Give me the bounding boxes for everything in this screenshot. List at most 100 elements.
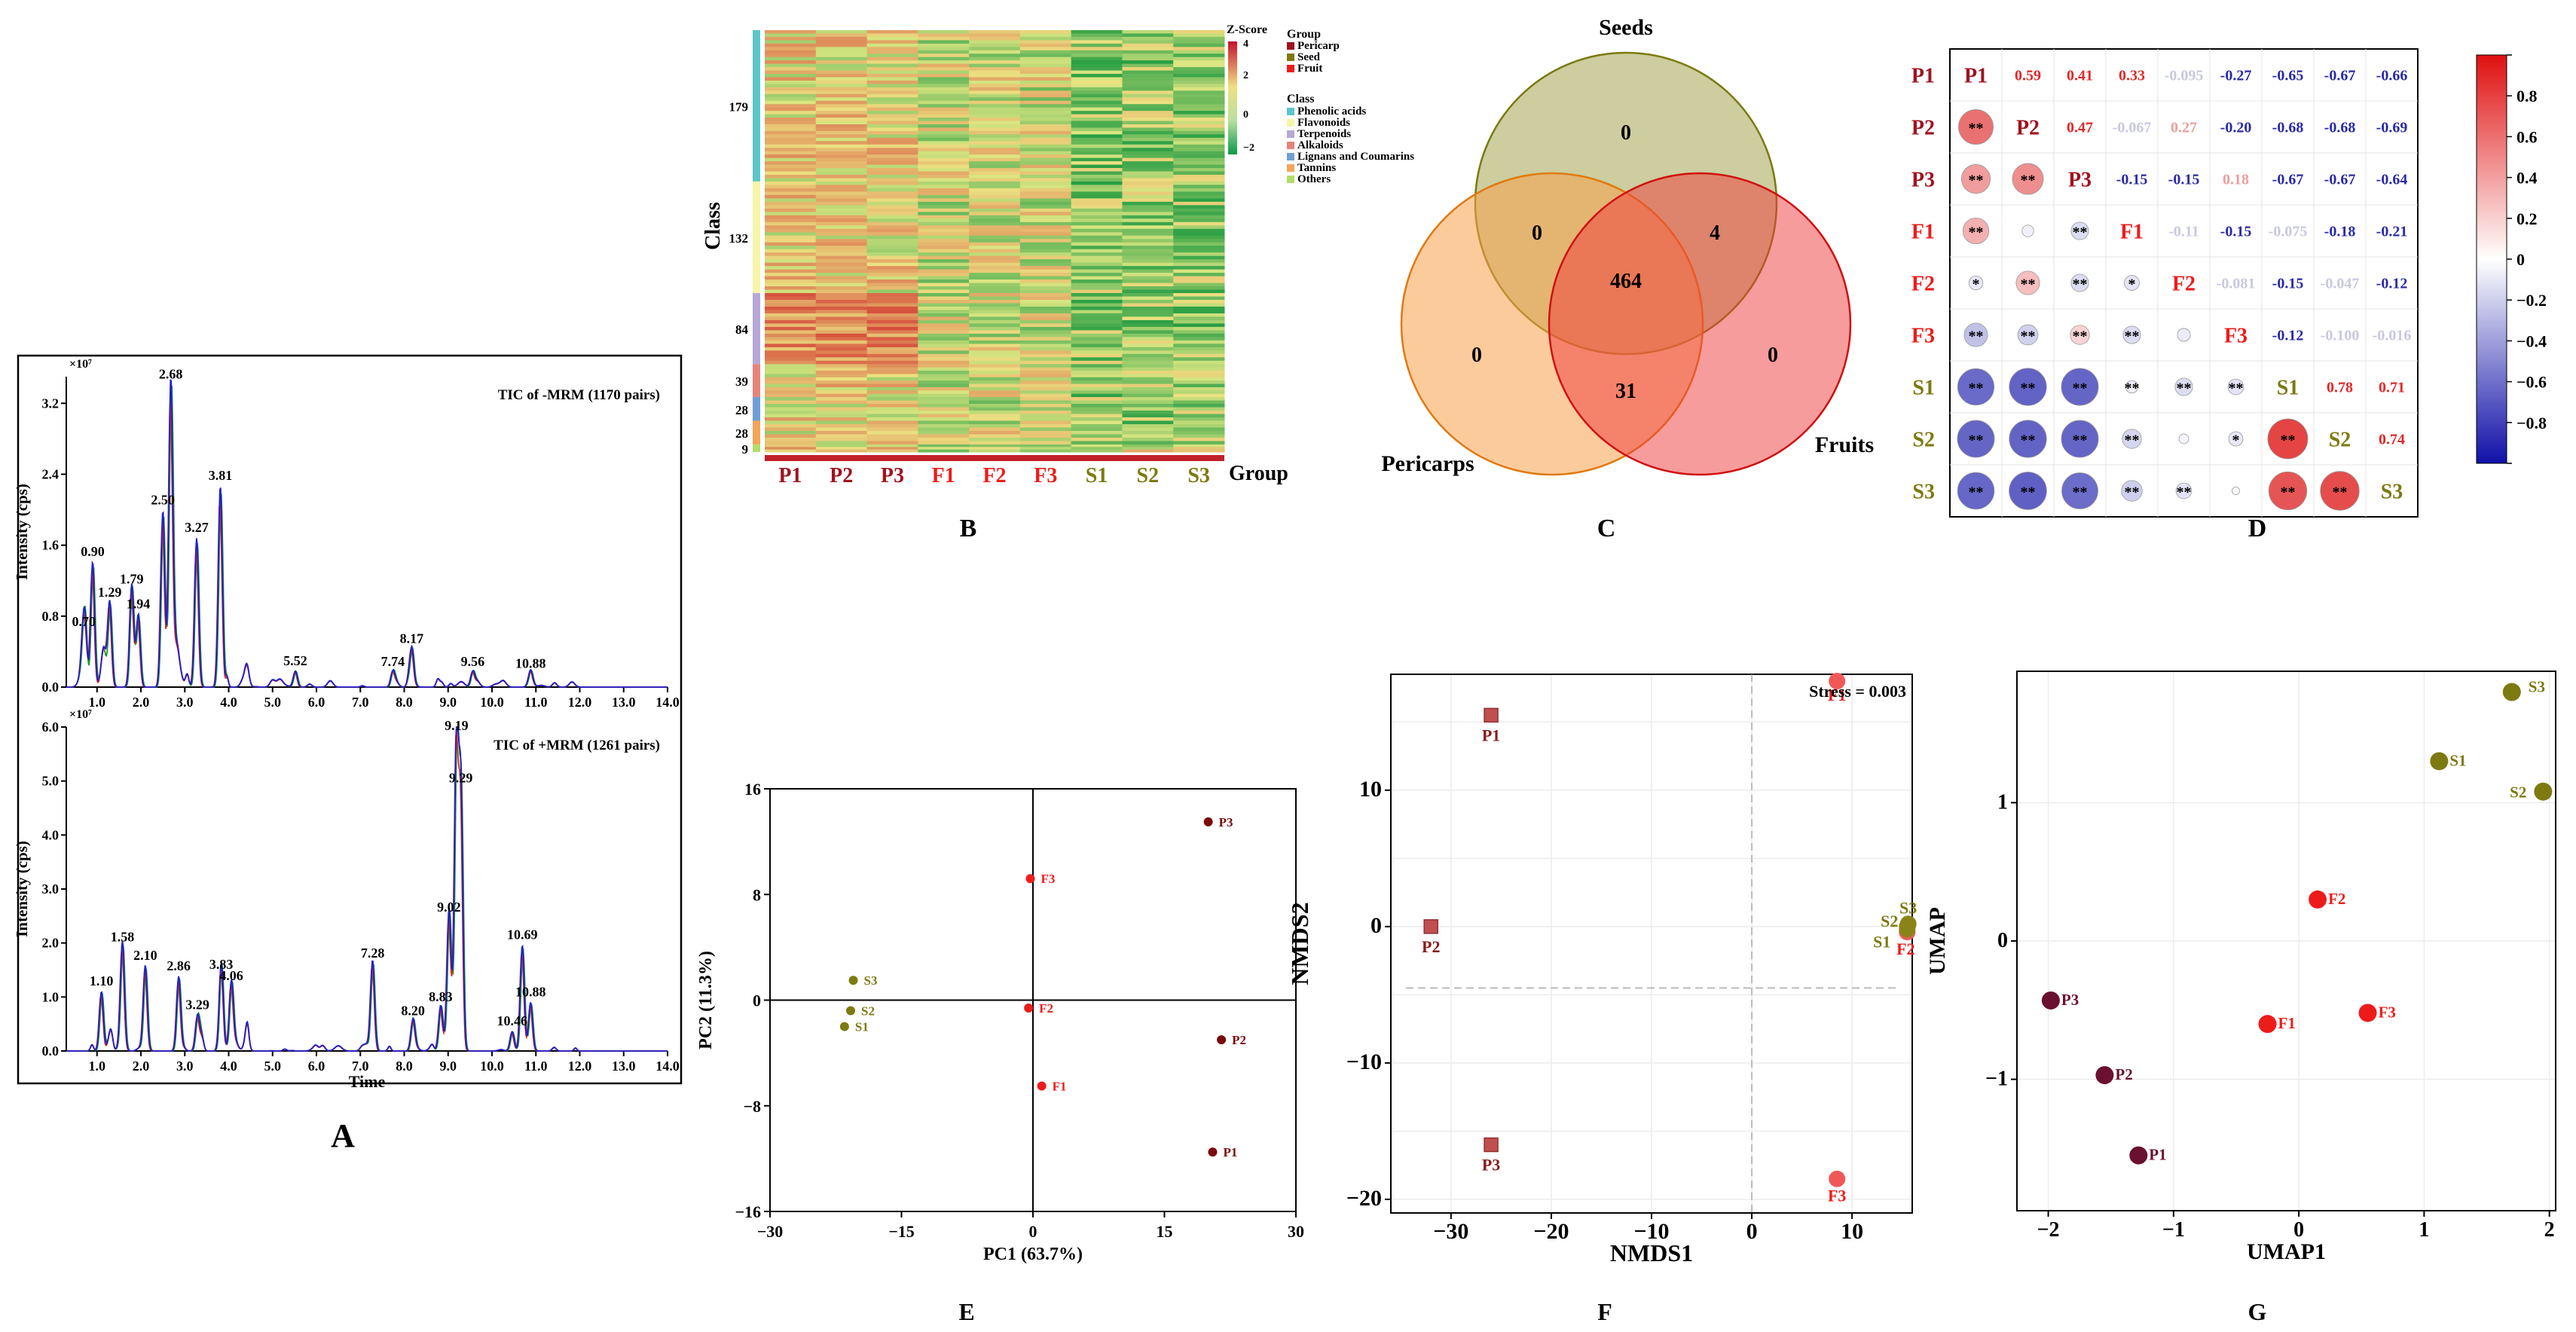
heat-cell	[1019, 266, 1072, 270]
data-point	[1217, 1035, 1227, 1045]
heat-cell	[1071, 316, 1123, 321]
heat-cell	[1122, 393, 1174, 398]
heat-cell	[765, 286, 817, 291]
data-point	[1829, 1170, 1846, 1187]
y-tick-label: 0	[1371, 913, 1382, 938]
heat-cell	[969, 171, 1021, 176]
corr-value: -0.15	[2116, 172, 2148, 188]
heat-cell	[815, 171, 868, 176]
heat-cell	[918, 299, 970, 304]
panel-letter: A	[331, 1117, 355, 1154]
heat-cell	[765, 201, 817, 206]
heat-cell	[1122, 185, 1174, 189]
heat-cell	[1071, 377, 1123, 381]
heat-cell	[1019, 50, 1072, 54]
heat-cell	[815, 107, 868, 112]
corr-circle	[2268, 471, 2308, 511]
heat-cell	[1122, 239, 1174, 243]
heat-cell	[1173, 390, 1225, 395]
multiplier: ×10⁷	[69, 358, 92, 371]
heat-cell	[866, 310, 918, 314]
heat-cell	[1122, 188, 1174, 192]
heat-cell	[1122, 383, 1174, 388]
y-axis-label: Intensity (cps)	[13, 841, 31, 937]
heat-cell	[815, 266, 868, 270]
class-bar	[753, 293, 760, 365]
heat-cell	[1019, 249, 1072, 253]
heat-cell	[969, 185, 1021, 189]
heat-cell	[765, 326, 817, 331]
heat-cell	[1071, 303, 1123, 307]
heat-cell	[866, 225, 918, 230]
corr-circle	[2174, 377, 2193, 396]
corr-circle	[2009, 368, 2047, 406]
heat-cell	[1122, 249, 1174, 253]
heat-cell	[1071, 367, 1123, 371]
heat-cell	[1173, 194, 1225, 199]
heat-cell	[866, 390, 918, 395]
heat-cell	[866, 239, 918, 243]
heat-cell	[918, 444, 970, 448]
heat-cell	[918, 283, 970, 287]
heat-cell	[866, 111, 918, 115]
heat-cell	[815, 423, 868, 428]
peak-label: 3.83	[209, 957, 234, 972]
heat-cell	[1122, 218, 1174, 223]
heat-cell	[866, 137, 918, 142]
heat-cell	[1071, 289, 1123, 294]
heat-cell	[1071, 441, 1123, 445]
heat-cell	[815, 218, 868, 223]
heat-cell	[1019, 386, 1072, 391]
heat-cell	[1071, 283, 1123, 287]
point-label: S2	[1881, 912, 1898, 930]
y-tick-label: 0.0	[42, 680, 60, 695]
heat-cell	[866, 330, 918, 335]
heat-cell	[918, 411, 970, 414]
heat-cell	[866, 188, 918, 192]
heat-cell	[815, 411, 868, 414]
x-tick-label: 12.0	[568, 695, 592, 710]
heat-cell	[1019, 434, 1072, 438]
heat-cell	[1071, 449, 1123, 453]
heat-cell	[1071, 157, 1123, 162]
heat-cell	[1173, 441, 1225, 445]
heat-cell	[969, 417, 1021, 421]
heat-cell	[1173, 191, 1225, 196]
heat-cell	[815, 151, 868, 155]
heat-cell	[1122, 77, 1174, 81]
sample-label: S2	[1137, 464, 1160, 487]
heat-cell	[1173, 215, 1225, 219]
heat-cell	[1122, 427, 1174, 432]
point-label: S3	[864, 973, 878, 988]
colorbar-tick-label: 0	[2516, 250, 2525, 269]
heat-cell	[969, 67, 1021, 72]
heat-cell	[815, 198, 868, 203]
venn-fruits	[1548, 172, 1852, 476]
colorbar-tick-label: 0.2	[2516, 209, 2538, 228]
heat-cell	[969, 218, 1021, 223]
heat-cell	[815, 185, 868, 189]
heat-cell	[866, 252, 918, 257]
heat-cell	[866, 201, 918, 206]
heat-cell	[1019, 344, 1072, 348]
heat-cell	[1019, 151, 1072, 155]
heat-cell	[1019, 111, 1072, 115]
heat-cell	[1122, 157, 1174, 162]
heat-cell	[815, 194, 868, 199]
heat-cell	[1173, 181, 1225, 185]
corr-circle	[2227, 378, 2244, 396]
row-label: F3	[1911, 325, 1935, 348]
heat-cell	[1071, 252, 1123, 257]
diag-label: F2	[2172, 273, 2196, 296]
heat-cell	[969, 383, 1021, 388]
heat-cell	[1019, 232, 1072, 237]
multiplier: ×10⁷	[69, 708, 92, 721]
heat-cell	[1019, 36, 1072, 41]
heat-cell	[1019, 441, 1072, 445]
point-label: P3	[2061, 991, 2079, 1009]
heat-cell	[969, 188, 1021, 192]
heat-cell	[866, 171, 918, 176]
heat-cell	[765, 235, 817, 240]
heat-cell	[1071, 218, 1123, 223]
heat-cell	[918, 188, 970, 192]
